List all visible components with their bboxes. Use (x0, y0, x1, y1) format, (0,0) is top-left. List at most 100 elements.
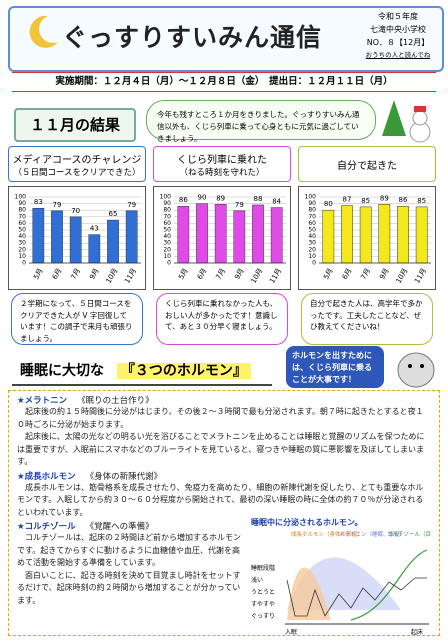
results-heading: １１月の結果 (14, 108, 136, 142)
chart-title: 自分で起きた (337, 160, 397, 172)
bar (107, 219, 119, 264)
y-tick-label: 10 (308, 253, 316, 260)
chart-subtitle: （５日間コースをクリアできた） (13, 167, 141, 178)
y-label: 睡眠段階 (251, 564, 275, 572)
bar (32, 207, 45, 264)
data-label: 79 (235, 201, 244, 209)
bar (196, 203, 208, 264)
figure-svg: 成長ホルモン（身体の修復）メラトニン（睡眠、修復）コルチゾール（目覚め） 睡眠段階… (251, 530, 439, 636)
y-tick-label: 60 (308, 220, 316, 227)
item-subtitle: 《覚醒への準備》 (85, 522, 154, 532)
chart-subtitle: （ねる時刻を守れた） (179, 167, 265, 178)
heading-a: 睡眠に大切な (20, 363, 104, 379)
header-box (8, 6, 444, 72)
data-label: 80 (324, 200, 333, 208)
y-tick-label: 60 (18, 220, 26, 227)
data-label: 79 (53, 201, 62, 209)
paragraph: コルチゾールは、起床の２時間ほど前から増加するホルモンです。起きてからすぐに動け… (17, 533, 241, 567)
level-label: ぐっすり (251, 613, 275, 620)
chart-comment: くじら列車に乗れなかった人も、おしい人が多かったです！意識して、あと３０分早く寝… (156, 293, 288, 345)
seal-icon (397, 352, 435, 388)
data-label: 90 (198, 194, 207, 202)
chart-comment: ２学期になって、５日間コースをクリアできた人が V 字回復しています！この調子で… (11, 293, 143, 345)
data-label: 43 (90, 225, 99, 233)
x-label: 入眠 (285, 629, 297, 636)
chart-heading: メディアコースのチャレンジ （５日間コースをクリアできた） (8, 146, 146, 182)
chart-svg: 0102030405060708090100805月876月857月899月86… (305, 194, 431, 285)
x-tick-label: 10月 (250, 267, 265, 285)
x-tick-label: 9月 (378, 267, 391, 281)
data-label: 87 (343, 196, 352, 204)
y-tick-label: 30 (308, 240, 316, 247)
data-label: 89 (216, 194, 225, 202)
y-tick-label: 0 (167, 260, 171, 267)
chart: 0 10 20 30 40 50 60 70 80 90 100 83 5月 79 6月 70 7月 43 9月 65… (8, 186, 146, 290)
figure: 睡眠中に分泌されるホルモン。 成長ホルモン（身体の修復） メラトニン（睡眠、修復）コ… (251, 517, 439, 636)
data-label: 86 (399, 196, 408, 204)
legend-label: メラトニン（睡眠、修復） (339, 530, 405, 538)
y-tick-label: 30 (18, 240, 26, 247)
item-title: ★コルチゾール 《覚醒への準備》 (17, 520, 431, 532)
bar (270, 207, 283, 264)
chart-title: メディアコースのチャレンジ (12, 154, 142, 166)
data-label: 85 (361, 197, 370, 205)
y-tick-label: 50 (163, 227, 171, 234)
hormone-body: ★メラトニン 《眠りの土台作り》 起床後の約１５時間後に分泌がはじまり、その後２～３… (8, 390, 440, 636)
issue: NO．８【12月】 (366, 38, 430, 47)
x-tick-label: 6月 (51, 267, 64, 281)
chart-svg: 0102030405060708090100835月796月707月439月65… (15, 194, 141, 285)
bar (252, 204, 264, 264)
item-name: ★成長ホルモン (17, 471, 76, 482)
item-title: ★メラトニン 《眠りの土台作り》 (17, 394, 431, 406)
chart-title: くじら列車に乗れた (177, 154, 267, 166)
data-label: 84 (272, 198, 281, 206)
chart-heading: くじら列車に乗れた （ねる時刻を守れた） (153, 146, 291, 182)
y-tick-label: 70 (163, 213, 171, 220)
item-name: ★コルチゾール (17, 522, 76, 532)
y-tick-label: 100 (160, 194, 172, 201)
bar (51, 210, 63, 264)
chart: 0 10 20 30 40 50 60 70 80 90 100 80 5月 87 6月 85 7月 89 9月 86… (298, 186, 436, 290)
hormone-heading: 睡眠に大切な 『３つのホルモン』 (12, 358, 272, 386)
bar (214, 204, 227, 264)
year: 令和５年度 (378, 12, 418, 21)
title: ぐっすりすいみん通信 (62, 23, 323, 52)
x-tick-label: 11月 (123, 267, 138, 285)
x-tick-label: 6月 (341, 267, 354, 281)
legend-label: 成長ホルモン（身体の修復） (291, 530, 363, 538)
y-tick-label: 20 (18, 246, 26, 253)
x-tick-label: 5月 (177, 267, 190, 281)
note: おうちの人と読んでね (365, 51, 431, 59)
y-tick-label: 40 (18, 233, 26, 240)
data-label: 65 (109, 210, 118, 218)
period: 実施期間：１２月４日（月）～１２月８日（金） 提出日：１２月１１日（月） (12, 72, 436, 92)
chart-heading: 自分で起きた (298, 146, 436, 182)
y-tick-label: 90 (163, 200, 171, 207)
x-tick-label: 7月 (214, 267, 227, 281)
y-tick-label: 20 (308, 246, 316, 253)
paragraph: 起床後の約１５時間後に分泌がはじまり、その後２～３時間で最も分泌されます。朝７時… (17, 407, 424, 429)
x-tick-label: 10月 (105, 267, 120, 285)
x-tick-label: 5月 (32, 267, 45, 281)
bar (88, 234, 101, 264)
data-label: 83 (34, 198, 43, 206)
y-tick-label: 90 (18, 200, 26, 207)
data-label: 85 (417, 197, 426, 205)
school: 七滝中央小学校 (370, 25, 426, 34)
y-tick-label: 60 (163, 220, 171, 227)
level-label: うとうと (251, 589, 275, 596)
bar (359, 206, 372, 264)
item-title: ★成長ホルモン 《身体の新陳代謝》 (17, 470, 431, 482)
level-label: 浅い (251, 576, 263, 584)
x-tick-label: 10月 (395, 267, 410, 285)
y-tick-label: 30 (163, 240, 171, 247)
callout: ホルモンを出すためには、くじら列車に乗ることが大事です！ (286, 346, 384, 388)
x-label: 起床 (411, 628, 423, 636)
chart: 0 10 20 30 40 50 60 70 80 90 100 86 5月 90 6月 89 7月 79 9月 88… (153, 186, 291, 290)
bar (322, 209, 335, 264)
y-tick-label: 70 (18, 213, 26, 220)
y-tick-label: 50 (18, 227, 26, 234)
bar (397, 205, 409, 264)
